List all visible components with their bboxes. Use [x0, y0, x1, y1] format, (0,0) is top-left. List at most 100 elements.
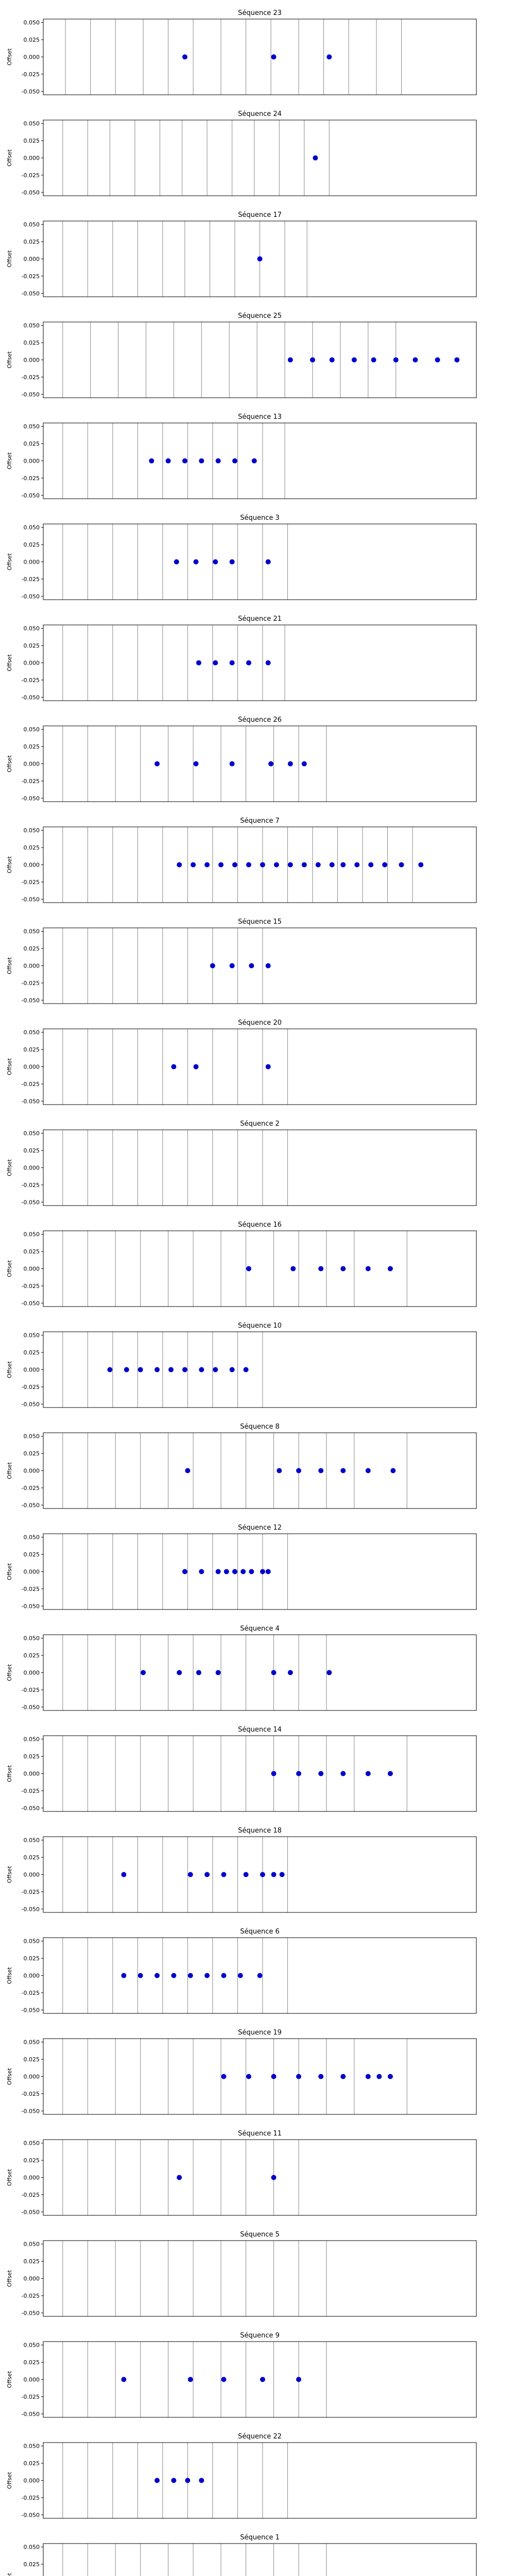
point [327, 1670, 332, 1675]
subplot-title: Séquence 6 [240, 1928, 280, 1936]
point [249, 1569, 254, 1574]
point [382, 862, 388, 868]
point [215, 1670, 221, 1675]
subplot-title: Séquence 21 [238, 615, 282, 623]
point [287, 761, 293, 767]
point [271, 1872, 277, 1877]
axes-frame [43, 120, 477, 196]
y-tick-label: 0.000 [24, 761, 40, 768]
y-tick-label: 0.000 [24, 2074, 40, 2080]
y-axis-label: Offset [6, 1058, 13, 1075]
y-tick-label: 0.025 [24, 541, 40, 548]
y-tick-label: 0.000 [24, 1468, 40, 1475]
point [387, 1771, 393, 1776]
point [399, 862, 404, 868]
y-axis-label: Offset [6, 654, 13, 671]
point [187, 2377, 193, 2382]
point [196, 660, 201, 666]
y-tick-label: 0.000 [24, 2276, 40, 2282]
y-tick-label: 0.000 [24, 357, 40, 364]
y-tick-label: -0.050 [22, 593, 40, 600]
point [273, 862, 279, 868]
y-tick-label: 0.025 [24, 1652, 40, 1659]
y-tick-label: -0.025 [22, 2495, 40, 2501]
point [213, 559, 218, 565]
y-tick-label: 0.025 [24, 1046, 40, 1053]
point [260, 1872, 265, 1877]
axes-frame [43, 1129, 477, 1206]
point [168, 1367, 174, 1372]
y-tick-label: 0.025 [24, 1753, 40, 1760]
y-axis-label: Offset [6, 2370, 13, 2388]
point [138, 1367, 143, 1372]
y-tick-label: -0.050 [22, 1704, 40, 1710]
point [243, 1367, 249, 1372]
point [260, 862, 265, 868]
y-tick-label: -0.050 [22, 88, 40, 95]
subplot-title: Séquence 23 [238, 9, 282, 17]
axes-frame [43, 2038, 477, 2115]
point [365, 1771, 371, 1776]
subplot-title: Séquence 11 [238, 2130, 282, 2138]
y-tick-label: 0.000 [24, 1569, 40, 1575]
point [154, 1973, 160, 1978]
point [232, 458, 237, 464]
point [318, 1266, 324, 1272]
axes-frame [43, 1634, 477, 1711]
point [218, 862, 224, 868]
axes-frame [43, 1331, 477, 1408]
y-tick-label: -0.025 [22, 1081, 40, 1088]
y-tick-label: 0.050 [24, 121, 40, 127]
point [296, 2377, 301, 2382]
point [221, 1872, 227, 1877]
point [199, 458, 204, 464]
y-tick-label: 0.025 [24, 440, 40, 447]
y-tick-label: 0.000 [24, 2377, 40, 2383]
point [435, 357, 440, 363]
axes-frame [43, 1432, 477, 1509]
y-tick-label: -0.050 [22, 1603, 40, 1609]
point [193, 1064, 199, 1070]
y-axis-label: Offset [6, 2269, 13, 2287]
y-tick-label: -0.025 [22, 980, 40, 987]
subplot-title: Séquence 4 [240, 1625, 280, 1633]
point [199, 1367, 204, 1372]
y-tick-label: 0.025 [24, 37, 40, 43]
y-tick-label: 0.000 [24, 1367, 40, 1374]
y-axis-label: Offset [6, 2168, 13, 2186]
y-axis-label: Offset [6, 351, 13, 368]
y-axis-label: Offset [6, 2471, 13, 2489]
y-tick-label: -0.025 [22, 1586, 40, 1592]
point [210, 963, 215, 969]
point [121, 1973, 127, 1978]
y-tick-label: 0.025 [24, 2359, 40, 2366]
y-tick-label: -0.050 [22, 492, 40, 499]
point [257, 1973, 263, 1978]
point [154, 1367, 160, 1372]
point [199, 1569, 204, 1574]
subplot-title: Séquence 5 [240, 2231, 280, 2239]
y-tick-label: 0.050 [24, 1736, 40, 1743]
y-axis-label: Offset [6, 1361, 13, 1378]
y-tick-label: 0.025 [24, 2258, 40, 2265]
point [329, 357, 335, 363]
point [182, 54, 187, 60]
y-tick-label: 0.050 [24, 1635, 40, 1642]
point [121, 1872, 127, 1877]
y-axis-label: Offset [6, 1563, 13, 1580]
point [315, 862, 321, 868]
point [121, 2377, 127, 2382]
y-tick-label: 0.000 [24, 862, 40, 869]
axes-frame [43, 1735, 477, 1812]
y-axis-label: Offset [6, 755, 13, 772]
point [149, 458, 154, 464]
y-tick-label: 0.000 [24, 155, 40, 162]
y-tick-label: 0.050 [24, 1130, 40, 1137]
point [340, 1266, 346, 1272]
y-tick-label: 0.025 [24, 2056, 40, 2063]
axes-frame [43, 2341, 477, 2418]
subplot-title: Séquence 10 [238, 1322, 282, 1330]
point [287, 1670, 293, 1675]
subplot-title: Séquence 9 [240, 2332, 280, 2340]
point [318, 1468, 324, 1473]
